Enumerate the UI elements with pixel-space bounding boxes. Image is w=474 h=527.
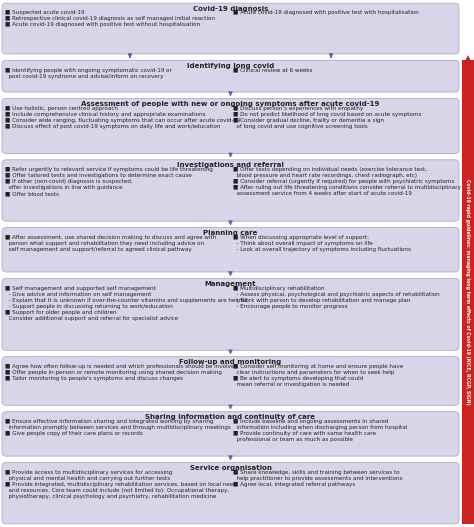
Text: ■ Provide access to multidisciplinary services for accessing
  physical and ment: ■ Provide access to multidisciplinary se…	[5, 470, 237, 499]
FancyBboxPatch shape	[2, 412, 459, 456]
Text: ■ Use holistic, person centred approach
■ Include comprehensive clinical history: ■ Use holistic, person centred approach …	[5, 106, 241, 129]
Text: ■ Consider self monitoring at home and ensure people have
  clear instructions a: ■ Consider self monitoring at home and e…	[234, 364, 404, 387]
Text: ■ Share knowledge, skills and training between services to
  help practitioner t: ■ Share knowledge, skills and training b…	[234, 470, 403, 487]
Text: ■ Identifying people with ongoing symptomatic covid-19 or
  post covid-19 syndro: ■ Identifying people with ongoing sympto…	[5, 67, 172, 79]
Text: ■ After assessment, use shared decision making to discuss and agree with
  perso: ■ After assessment, use shared decision …	[5, 235, 216, 252]
Text: ■ Refer urgently to relevant service if symptoms could be life threatening
■ Off: ■ Refer urgently to relevant service if …	[5, 167, 213, 196]
Text: Sharing information and continuity of care: Sharing information and continuity of ca…	[146, 414, 316, 420]
FancyBboxPatch shape	[2, 3, 459, 54]
FancyBboxPatch shape	[2, 278, 459, 350]
Text: ■ Multidisciplinary rehabilitation
  - Assess physical, psychological and psychi: ■ Multidisciplinary rehabilitation - Ass…	[234, 286, 440, 309]
FancyBboxPatch shape	[2, 160, 459, 221]
Text: Follow-up and monitoring: Follow-up and monitoring	[179, 359, 282, 365]
Text: ■ Include baseline and ongoing assessments in shared
  information including whe: ■ Include baseline and ongoing assessmen…	[234, 419, 408, 442]
Text: ■ Clinical review at 6 weeks: ■ Clinical review at 6 weeks	[234, 67, 313, 73]
FancyBboxPatch shape	[2, 99, 459, 153]
Text: Planning care: Planning care	[203, 230, 258, 236]
Text: ■ Discuss person's experiences with empathy
■ Do not predict likelihood of long : ■ Discuss person's experiences with empa…	[234, 106, 422, 129]
Text: ■ Ensure effective information sharing and integrated working by sharing
  infor: ■ Ensure effective information sharing a…	[5, 419, 231, 436]
FancyBboxPatch shape	[2, 228, 459, 272]
Text: Service organisation: Service organisation	[190, 465, 272, 471]
Text: Covid-19 rapid guidelines: managing long term effects of Covid-19 (NICE, RCGP, S: Covid-19 rapid guidelines: managing long…	[465, 179, 471, 405]
Text: ■ Offer tests depending on individual needs (exercise tolerance test,
  blood pr: ■ Offer tests depending on individual ne…	[234, 167, 462, 196]
FancyBboxPatch shape	[2, 60, 459, 92]
Text: Management: Management	[205, 281, 256, 287]
Text: ■ When discussing appropriate level of support:
  - Think about overall impact o: ■ When discussing appropriate level of s…	[234, 235, 411, 252]
FancyBboxPatch shape	[2, 463, 459, 524]
Text: ■ Self management and supported self management
  - Give advice and information : ■ Self management and supported self man…	[5, 286, 247, 320]
Text: ■ Agree how often follow-up is needed and which professionals should be involved: ■ Agree how often follow-up is needed an…	[5, 364, 238, 381]
Text: Assessment of people with new or ongoing symptoms after acute covid-19: Assessment of people with new or ongoing…	[82, 101, 380, 107]
FancyBboxPatch shape	[2, 357, 459, 405]
Text: Investigations and referral: Investigations and referral	[177, 162, 284, 168]
Text: Identifying long covid: Identifying long covid	[187, 63, 274, 69]
Bar	[462, 60, 474, 524]
Text: ■ Suspected acute covid-19
■ Retrospective clinical covid-19 diagnosis as self m: ■ Suspected acute covid-19 ■ Retrospecti…	[5, 11, 215, 27]
Text: Covid-19 diagnosis: Covid-19 diagnosis	[193, 6, 268, 12]
Text: ■ Acute covid-19 diagnosed with positive test with hospitalisation: ■ Acute covid-19 diagnosed with positive…	[234, 11, 419, 15]
